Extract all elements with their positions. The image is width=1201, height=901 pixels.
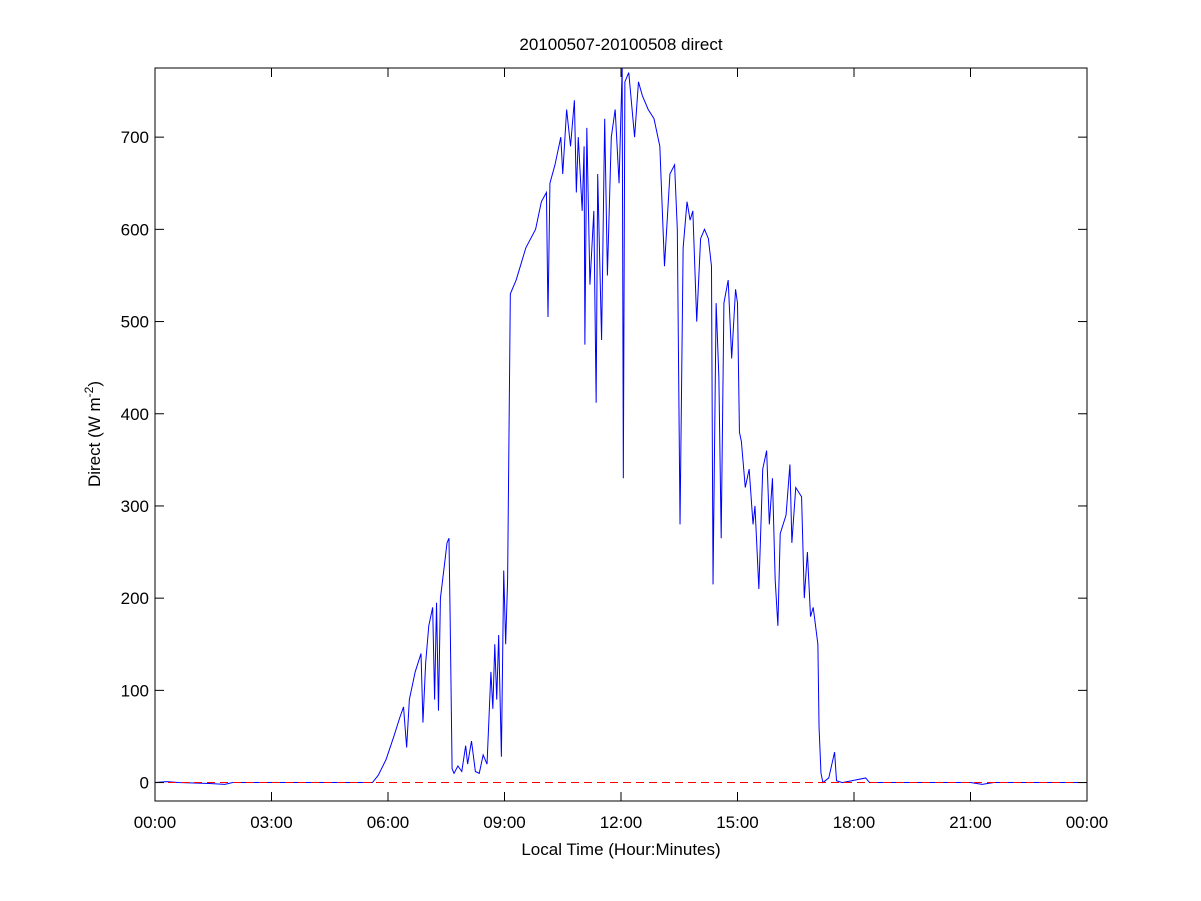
x-tick-label: 09:00	[483, 813, 526, 832]
y-tick-label: 300	[121, 497, 149, 516]
chart-title: 20100507-20100508 direct	[519, 35, 723, 54]
x-tick-label: 00:00	[1066, 813, 1109, 832]
x-axis-label: Local Time (Hour:Minutes)	[521, 840, 720, 859]
x-tick-label: 15:00	[716, 813, 759, 832]
data-line	[154, 67, 1087, 785]
y-axis-label: Direct (W m-2)	[82, 381, 104, 487]
y-tick-label: 200	[121, 589, 149, 608]
y-label-superscript: -2	[82, 386, 96, 397]
x-tick-label: 18:00	[833, 813, 876, 832]
x-tick-label: 06:00	[367, 813, 410, 832]
y-tick-label: 0	[140, 774, 149, 793]
x-tick-label: 12:00	[600, 813, 643, 832]
y-tick-label: 600	[121, 220, 149, 239]
y-tick-label: 400	[121, 405, 149, 424]
y-label-text: Direct (W m	[85, 397, 104, 487]
y-tick-label: 100	[121, 681, 149, 700]
x-tick-label: 00:00	[134, 813, 177, 832]
y-tick-label: 700	[121, 128, 149, 147]
x-tick-label: 21:00	[949, 813, 992, 832]
y-tick-label: 500	[121, 313, 149, 332]
x-tick-label: 03:00	[250, 813, 293, 832]
y-label-suffix: )	[85, 381, 104, 387]
